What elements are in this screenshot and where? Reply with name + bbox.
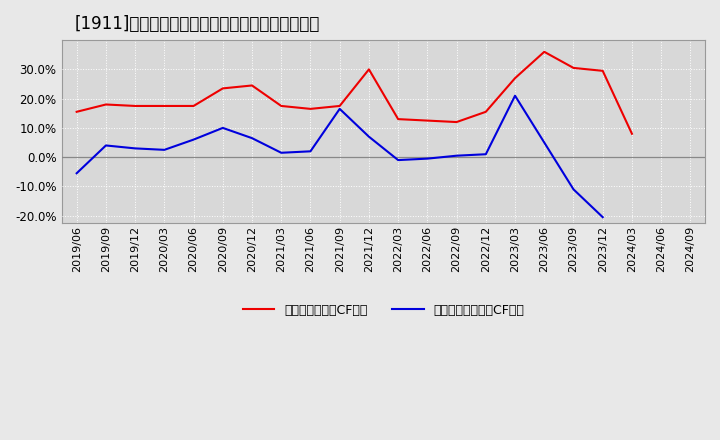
有利子負債営業CF比率 xyxy=(336,103,344,109)
有利子負債フリーCF比率 xyxy=(277,150,286,155)
Line: 有利子負債フリーCF比率: 有利子負債フリーCF比率 xyxy=(76,96,603,217)
有利子負債営業CF比率 xyxy=(423,118,432,123)
Text: [1911]　有利子負債キャッシュフロー比率の推移: [1911] 有利子負債キャッシュフロー比率の推移 xyxy=(75,15,320,33)
有利子負債フリーCF比率 xyxy=(189,137,198,142)
有利子負債営業CF比率 xyxy=(482,109,490,114)
有利子負債フリーCF比率 xyxy=(364,134,373,139)
有利子負債営業CF比率 xyxy=(540,49,549,55)
有利子負債営業CF比率 xyxy=(72,109,81,114)
有利子負債営業CF比率 xyxy=(189,103,198,109)
有利子負債フリーCF比率 xyxy=(452,153,461,158)
有利子負債フリーCF比率 xyxy=(248,136,256,141)
有利子負債フリーCF比率 xyxy=(218,125,227,131)
有利子負債営業CF比率 xyxy=(218,86,227,91)
有利子負債フリーCF比率 xyxy=(72,171,81,176)
有利子負債営業CF比率 xyxy=(452,119,461,125)
有利子負債営業CF比率 xyxy=(160,103,168,109)
有利子負債フリーCF比率 xyxy=(306,149,315,154)
有利子負債フリーCF比率 xyxy=(131,146,140,151)
有利子負債フリーCF比率 xyxy=(510,93,519,99)
有利子負債営業CF比率 xyxy=(570,65,578,70)
有利子負債営業CF比率 xyxy=(131,103,140,109)
有利子負債フリーCF比率 xyxy=(570,187,578,192)
Legend: 有利子負債営業CF比率, 有利子負債フリーCF比率: 有利子負債営業CF比率, 有利子負債フリーCF比率 xyxy=(238,299,529,322)
有利子負債フリーCF比率 xyxy=(540,140,549,145)
有利子負債営業CF比率 xyxy=(364,67,373,72)
有利子負債フリーCF比率 xyxy=(160,147,168,153)
有利子負債営業CF比率 xyxy=(394,117,402,122)
有利子負債営業CF比率 xyxy=(102,102,110,107)
有利子負債営業CF比率 xyxy=(248,83,256,88)
Line: 有利子負債営業CF比率: 有利子負債営業CF比率 xyxy=(76,52,632,134)
有利子負債営業CF比率 xyxy=(277,103,286,109)
有利子負債フリーCF比率 xyxy=(336,106,344,111)
有利子負債営業CF比率 xyxy=(306,106,315,111)
有利子負債営業CF比率 xyxy=(510,76,519,81)
有利子負債営業CF比率 xyxy=(628,131,636,136)
有利子負債フリーCF比率 xyxy=(394,158,402,163)
有利子負債フリーCF比率 xyxy=(482,152,490,157)
有利子負債営業CF比率 xyxy=(598,68,607,73)
有利子負債フリーCF比率 xyxy=(423,156,432,161)
有利子負債フリーCF比率 xyxy=(102,143,110,148)
有利子負債フリーCF比率 xyxy=(598,215,607,220)
